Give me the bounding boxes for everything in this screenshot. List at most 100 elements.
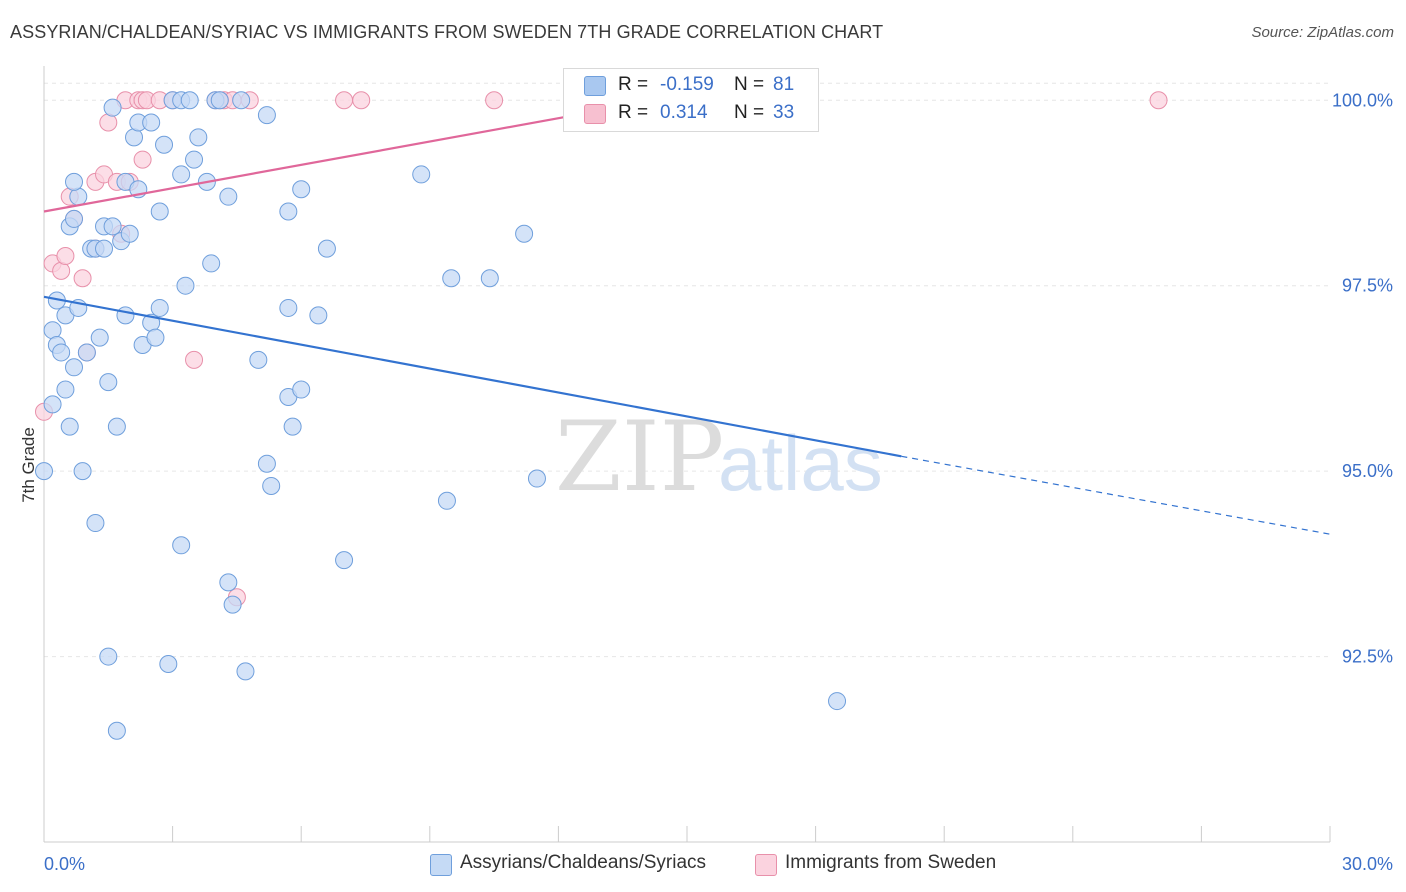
data-point-blue (107, 721, 126, 740)
data-point-pink (335, 91, 354, 110)
data-point-blue (65, 172, 84, 191)
data-point-blue (65, 209, 84, 228)
legend-n-value: 33 (773, 102, 795, 123)
data-point-blue (99, 373, 118, 392)
data-point-blue (515, 224, 534, 243)
data-point-blue (86, 514, 105, 533)
data-point-blue (125, 128, 144, 147)
data-point-blue (172, 165, 191, 184)
data-point-blue (828, 692, 847, 711)
data-point-blue (317, 239, 336, 258)
grid-lines (44, 82, 1330, 658)
data-point-blue (65, 358, 84, 377)
series-assyrians (35, 91, 847, 740)
data-point-blue (90, 328, 109, 347)
bottom-legend-label: Assyrians/Chaldeans/Syriacs (460, 852, 707, 873)
correlation-legend: R = -0.159 N = 81 R = 0.314 N = 33 (563, 68, 819, 132)
data-point-blue (107, 417, 126, 436)
data-point-blue (292, 180, 311, 199)
data-point-blue (142, 113, 161, 132)
legend-n-label: N = (734, 74, 765, 95)
legend-swatch-pink (584, 104, 606, 124)
legend-r-label: R = (618, 74, 649, 95)
x-tick-label: 0.0% (44, 854, 85, 874)
y-tick-label: 92.5% (1342, 647, 1393, 667)
data-point-blue (219, 573, 238, 592)
data-point-blue (480, 269, 499, 288)
data-point-pink (133, 150, 152, 169)
data-point-blue (292, 380, 311, 399)
data-point-blue (437, 491, 456, 510)
data-point-blue (412, 165, 431, 184)
data-point-blue (56, 380, 75, 399)
data-point-pink (1149, 91, 1168, 110)
axes (43, 66, 1331, 843)
legend-swatch-blue (584, 76, 606, 96)
data-point-blue (120, 224, 139, 243)
data-point-blue (185, 150, 204, 169)
legend-n-label: N = (734, 102, 765, 123)
data-point-blue (257, 106, 276, 125)
data-point-blue (223, 595, 242, 614)
y-tick-labels: 92.5% 95.0% 97.5% 100.0% (1332, 90, 1393, 666)
data-point-blue (202, 254, 221, 273)
y-tick-label: 95.0% (1342, 461, 1393, 481)
legend-r-value: -0.159 (660, 74, 714, 95)
data-point-blue (189, 128, 208, 147)
data-point-blue (99, 647, 118, 666)
data-point-blue (95, 239, 114, 258)
data-point-blue (232, 91, 251, 110)
bottom-legend-label: Immigrants from Sweden (785, 852, 997, 873)
trend-line-blue (43, 295, 902, 458)
data-point-blue (146, 328, 165, 347)
data-point-blue (172, 536, 191, 555)
series-immigrants-from-sweden (35, 91, 1168, 607)
watermark-atlas: atlas (718, 419, 883, 507)
data-point-blue (257, 454, 276, 473)
data-point-blue (262, 476, 281, 495)
data-point-blue (103, 217, 122, 236)
bottom-legend-swatch-pink (755, 854, 777, 876)
data-point-blue (159, 654, 178, 673)
y-tick-label: 97.5% (1342, 276, 1393, 296)
chart-title: ASSYRIAN/CHALDEAN/SYRIAC VS IMMIGRANTS F… (10, 22, 884, 42)
data-point-blue (60, 417, 79, 436)
legend-r-label: R = (618, 102, 649, 123)
data-point-blue (176, 276, 195, 295)
legend-r-value: 0.314 (660, 102, 708, 123)
data-point-blue (150, 202, 169, 221)
data-point-blue (155, 135, 174, 154)
data-point-blue (236, 662, 255, 681)
data-point-blue (279, 202, 298, 221)
data-point-blue (210, 91, 229, 110)
data-point-blue (103, 98, 122, 117)
data-point-blue (249, 350, 268, 369)
y-axis-title: 7th Grade (19, 427, 38, 503)
data-point-blue (527, 469, 546, 488)
data-point-blue (77, 343, 96, 362)
data-point-blue (73, 462, 92, 481)
data-point-blue (35, 462, 53, 481)
legend-row-assyrians: R = -0.159 N = 81 (564, 72, 818, 100)
x-tick-label: 30.0% (1342, 854, 1393, 874)
data-point-blue (150, 298, 169, 317)
data-point-pink (56, 247, 75, 266)
data-point-pink (99, 113, 118, 132)
trend-line-blue-extension (901, 455, 1331, 535)
data-point-blue (69, 187, 88, 206)
y-tick-label: 100.0% (1332, 90, 1393, 110)
data-point-blue (180, 91, 199, 110)
data-point-blue (309, 306, 328, 325)
legend-row-sweden: R = 0.314 N = 33 (564, 100, 818, 128)
trend-line-pink (43, 97, 666, 213)
data-point-blue (283, 417, 302, 436)
data-point-blue (116, 306, 135, 325)
data-point-pink (352, 91, 371, 110)
trend-lines (43, 97, 1331, 535)
data-point-blue (219, 187, 238, 206)
data-point-blue (442, 269, 461, 288)
data-point-pink (185, 350, 204, 369)
data-point-blue (43, 321, 62, 340)
bottom-legend-swatch-blue (430, 854, 452, 876)
